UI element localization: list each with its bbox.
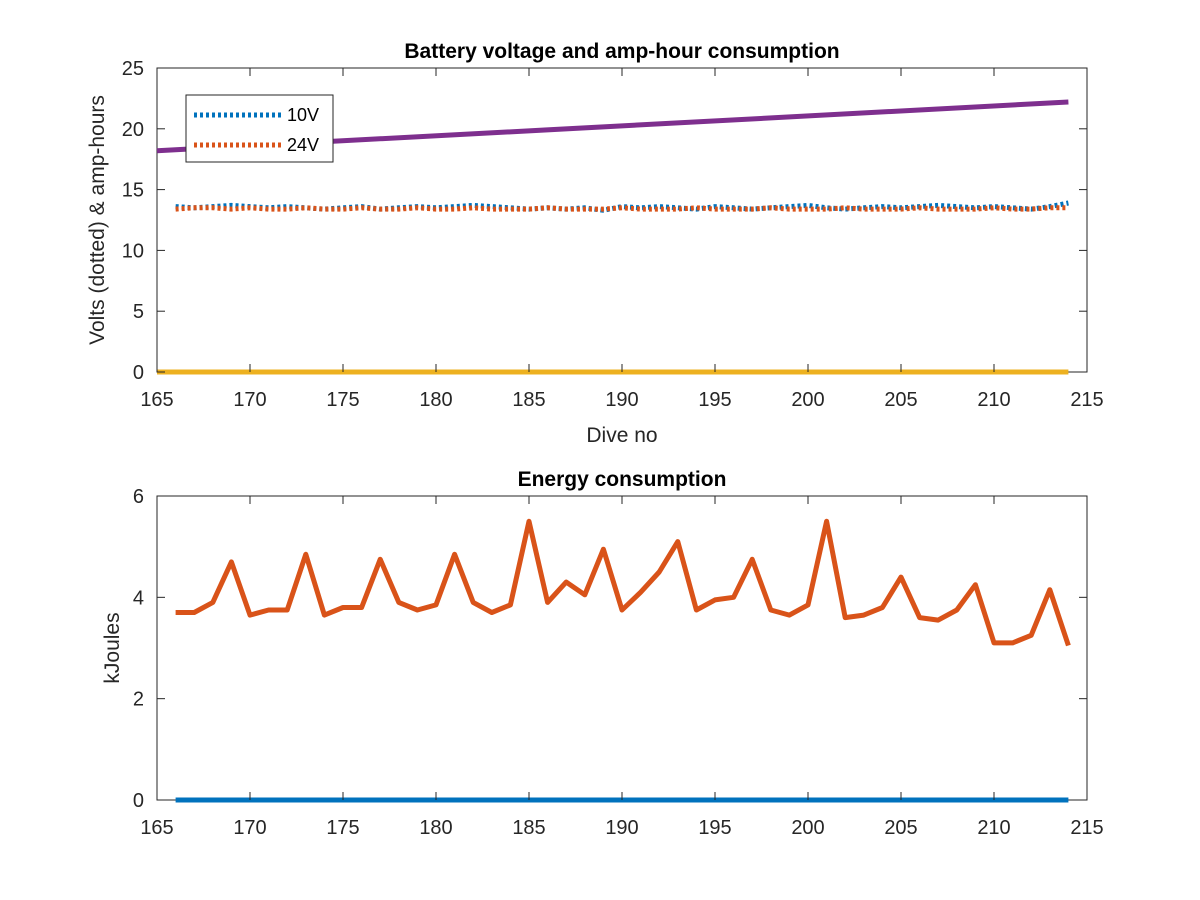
x-tick-label: 215 <box>1070 817 1103 839</box>
y-tick-label: 10 <box>122 240 144 262</box>
x-tick-label: 185 <box>512 817 545 839</box>
voltage-chart-x-ticks: 165 170 175 180 185 190 195 200 205 210 215 <box>140 68 1104 411</box>
energy-chart-y-ticks: 0 2 4 6 <box>133 486 1087 812</box>
voltage-chart-x-axis-label: Dive no <box>586 424 657 447</box>
legend-label-24v: 24V <box>287 135 319 155</box>
x-tick-label: 180 <box>419 817 452 839</box>
x-tick-label: 200 <box>791 389 824 411</box>
x-tick-label: 170 <box>233 817 266 839</box>
voltage-chart: 165 170 175 180 185 190 195 200 205 210 215 0 5 10 15… <box>86 40 1104 447</box>
y-tick-label: 0 <box>133 790 144 812</box>
y-tick-label: 25 <box>122 58 144 80</box>
voltage-chart-legend: 10V 24V <box>185 94 334 163</box>
y-tick-label: 20 <box>122 119 144 141</box>
legend-label-10v: 10V <box>287 105 319 125</box>
x-tick-label: 195 <box>698 817 731 839</box>
y-tick-label: 2 <box>133 689 144 711</box>
voltage-chart-y-ticks: 0 5 10 15 20 25 <box>122 58 1087 384</box>
legend-box <box>185 94 334 163</box>
x-tick-label: 190 <box>605 817 638 839</box>
y-tick-label: 0 <box>133 362 144 384</box>
energy-chart-plot-area <box>156 495 1088 801</box>
x-tick-label: 210 <box>977 817 1010 839</box>
y-tick-label: 15 <box>122 180 144 202</box>
x-tick-label: 205 <box>884 389 917 411</box>
x-tick-label: 200 <box>791 817 824 839</box>
energy-chart-title: Energy consumption <box>518 468 727 491</box>
x-tick-label: 175 <box>326 389 359 411</box>
x-tick-label: 175 <box>326 817 359 839</box>
x-tick-label: 205 <box>884 817 917 839</box>
x-tick-label: 185 <box>512 389 545 411</box>
voltage-chart-title: Battery voltage and amp-hour consumption <box>404 40 839 63</box>
x-tick-label: 180 <box>419 389 452 411</box>
x-tick-label: 195 <box>698 389 731 411</box>
voltage-chart-y-axis-label: Volts (dotted) & amp-hours <box>86 95 109 345</box>
x-tick-label: 165 <box>140 389 173 411</box>
x-tick-label: 170 <box>233 389 266 411</box>
x-tick-label: 190 <box>605 389 638 411</box>
y-tick-label: 6 <box>133 486 144 508</box>
energy-chart-x-ticks: 165 170 175 180 185 190 195 200 205 210 215 <box>140 496 1104 839</box>
x-tick-label: 215 <box>1070 389 1103 411</box>
x-tick-label: 165 <box>140 817 173 839</box>
energy-chart-y-axis-label: kJoules <box>101 612 124 683</box>
x-tick-label: 210 <box>977 389 1010 411</box>
y-tick-label: 5 <box>133 301 144 323</box>
energy-chart: 165 170 175 180 185 190 195 200 205 210 215 0 2 4 6 E… <box>101 468 1104 839</box>
y-tick-label: 4 <box>133 587 144 609</box>
